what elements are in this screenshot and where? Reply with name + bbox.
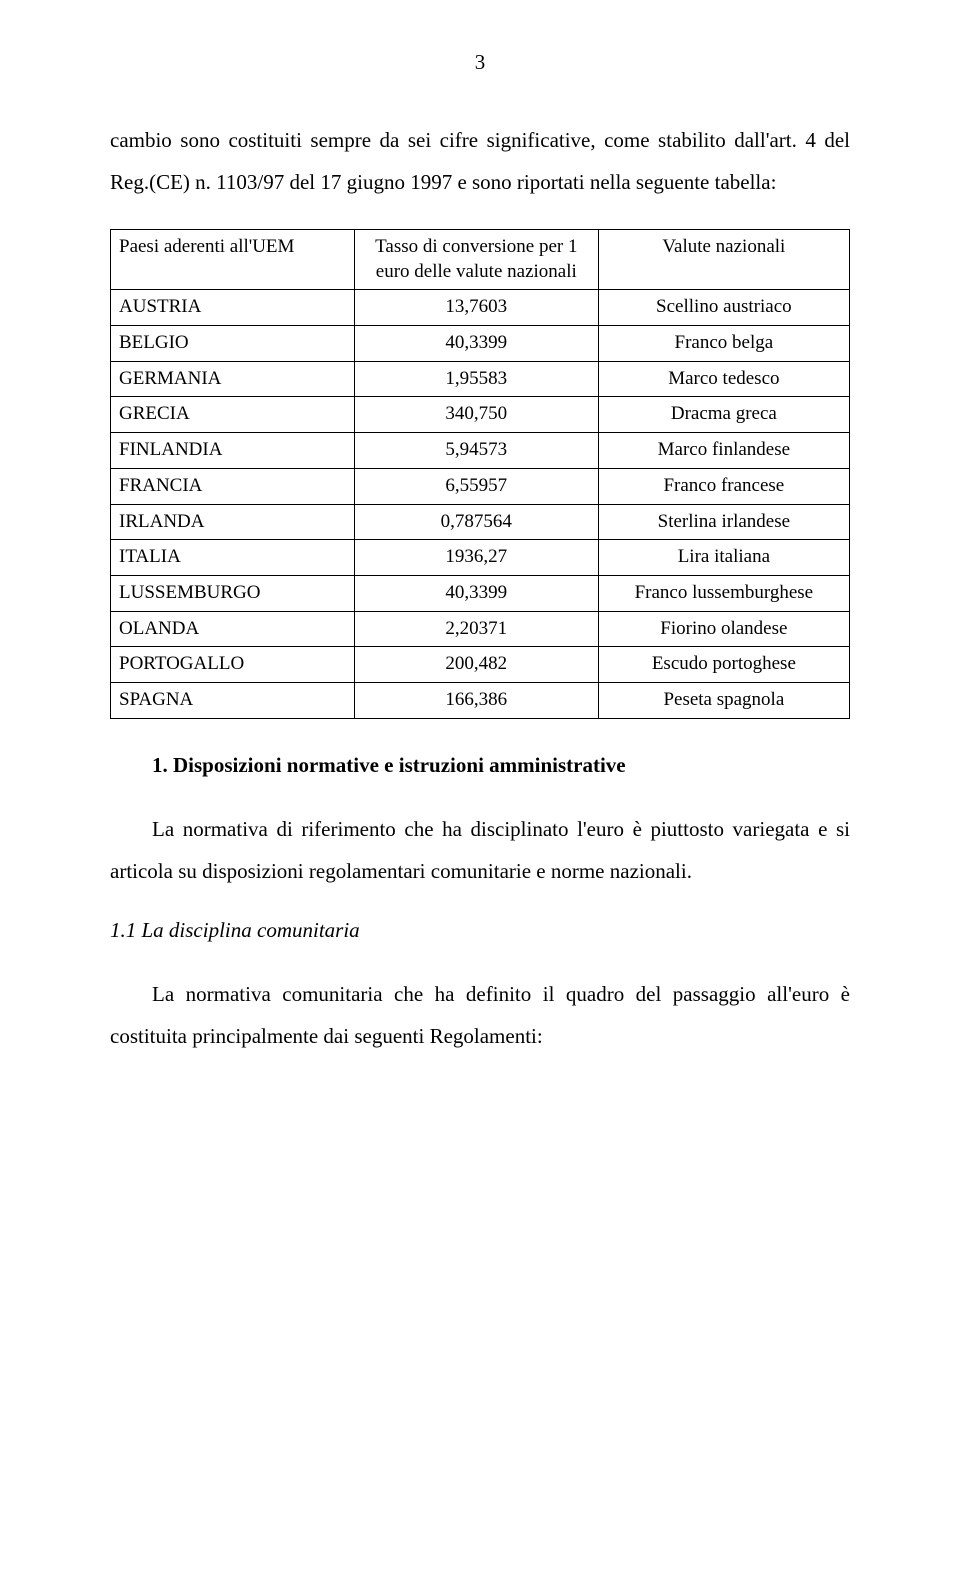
- cell-currency: Franco francese: [598, 468, 849, 504]
- cell-country: SPAGNA: [111, 682, 355, 718]
- table-row: IRLANDA0,787564Sterlina irlandese: [111, 504, 850, 540]
- cell-country: GERMANIA: [111, 361, 355, 397]
- cell-currency: Dracma greca: [598, 397, 849, 433]
- cell-rate: 40,3399: [354, 575, 598, 611]
- header-rate: Tasso di conversione per 1 euro delle va…: [354, 230, 598, 290]
- section-heading: 1. Disposizioni normative e istruzioni a…: [110, 753, 850, 778]
- body-paragraph-1: La normativa di riferimento che ha disci…: [110, 808, 850, 892]
- cell-currency: Marco tedesco: [598, 361, 849, 397]
- table-row: OLANDA2,20371Fiorino olandese: [111, 611, 850, 647]
- intro-paragraph: cambio sono costituiti sempre da sei cif…: [110, 119, 850, 203]
- table-header-row: Paesi aderenti all'UEM Tasso di conversi…: [111, 230, 850, 290]
- table-row: SPAGNA166,386Peseta spagnola: [111, 682, 850, 718]
- cell-currency: Lira italiana: [598, 540, 849, 576]
- cell-currency: Peseta spagnola: [598, 682, 849, 718]
- table-row: FINLANDIA5,94573Marco finlandese: [111, 433, 850, 469]
- table-row: BELGIO40,3399Franco belga: [111, 326, 850, 362]
- table-row: LUSSEMBURGO40,3399Franco lussemburghese: [111, 575, 850, 611]
- sub-heading: 1.1 La disciplina comunitaria: [110, 918, 850, 943]
- cell-rate: 5,94573: [354, 433, 598, 469]
- cell-currency: Scellino austriaco: [598, 290, 849, 326]
- cell-currency: Franco lussemburghese: [598, 575, 849, 611]
- cell-currency: Sterlina irlandese: [598, 504, 849, 540]
- cell-rate: 340,750: [354, 397, 598, 433]
- table-row: GRECIA340,750Dracma greca: [111, 397, 850, 433]
- cell-rate: 6,55957: [354, 468, 598, 504]
- cell-country: LUSSEMBURGO: [111, 575, 355, 611]
- cell-rate: 40,3399: [354, 326, 598, 362]
- table-row: ITALIA1936,27Lira italiana: [111, 540, 850, 576]
- cell-country: GRECIA: [111, 397, 355, 433]
- cell-currency: Franco belga: [598, 326, 849, 362]
- cell-country: FINLANDIA: [111, 433, 355, 469]
- cell-country: BELGIO: [111, 326, 355, 362]
- cell-rate: 2,20371: [354, 611, 598, 647]
- cell-rate: 200,482: [354, 647, 598, 683]
- cell-currency: Fiorino olandese: [598, 611, 849, 647]
- page-number: 3: [110, 50, 850, 75]
- body-paragraph-2: La normativa comunitaria che ha definito…: [110, 973, 850, 1057]
- cell-country: AUSTRIA: [111, 290, 355, 326]
- currency-table: Paesi aderenti all'UEM Tasso di conversi…: [110, 229, 850, 719]
- cell-currency: Escudo portoghese: [598, 647, 849, 683]
- table-row: PORTOGALLO200,482Escudo portoghese: [111, 647, 850, 683]
- cell-currency: Marco finlandese: [598, 433, 849, 469]
- cell-country: ITALIA: [111, 540, 355, 576]
- cell-rate: 13,7603: [354, 290, 598, 326]
- header-currency: Valute nazionali: [598, 230, 849, 290]
- cell-rate: 1,95583: [354, 361, 598, 397]
- header-country: Paesi aderenti all'UEM: [111, 230, 355, 290]
- table-row: FRANCIA6,55957Franco francese: [111, 468, 850, 504]
- cell-country: OLANDA: [111, 611, 355, 647]
- cell-rate: 166,386: [354, 682, 598, 718]
- cell-country: PORTOGALLO: [111, 647, 355, 683]
- cell-rate: 1936,27: [354, 540, 598, 576]
- cell-rate: 0,787564: [354, 504, 598, 540]
- cell-country: IRLANDA: [111, 504, 355, 540]
- cell-country: FRANCIA: [111, 468, 355, 504]
- table-row: AUSTRIA13,7603Scellino austriaco: [111, 290, 850, 326]
- table-row: GERMANIA1,95583Marco tedesco: [111, 361, 850, 397]
